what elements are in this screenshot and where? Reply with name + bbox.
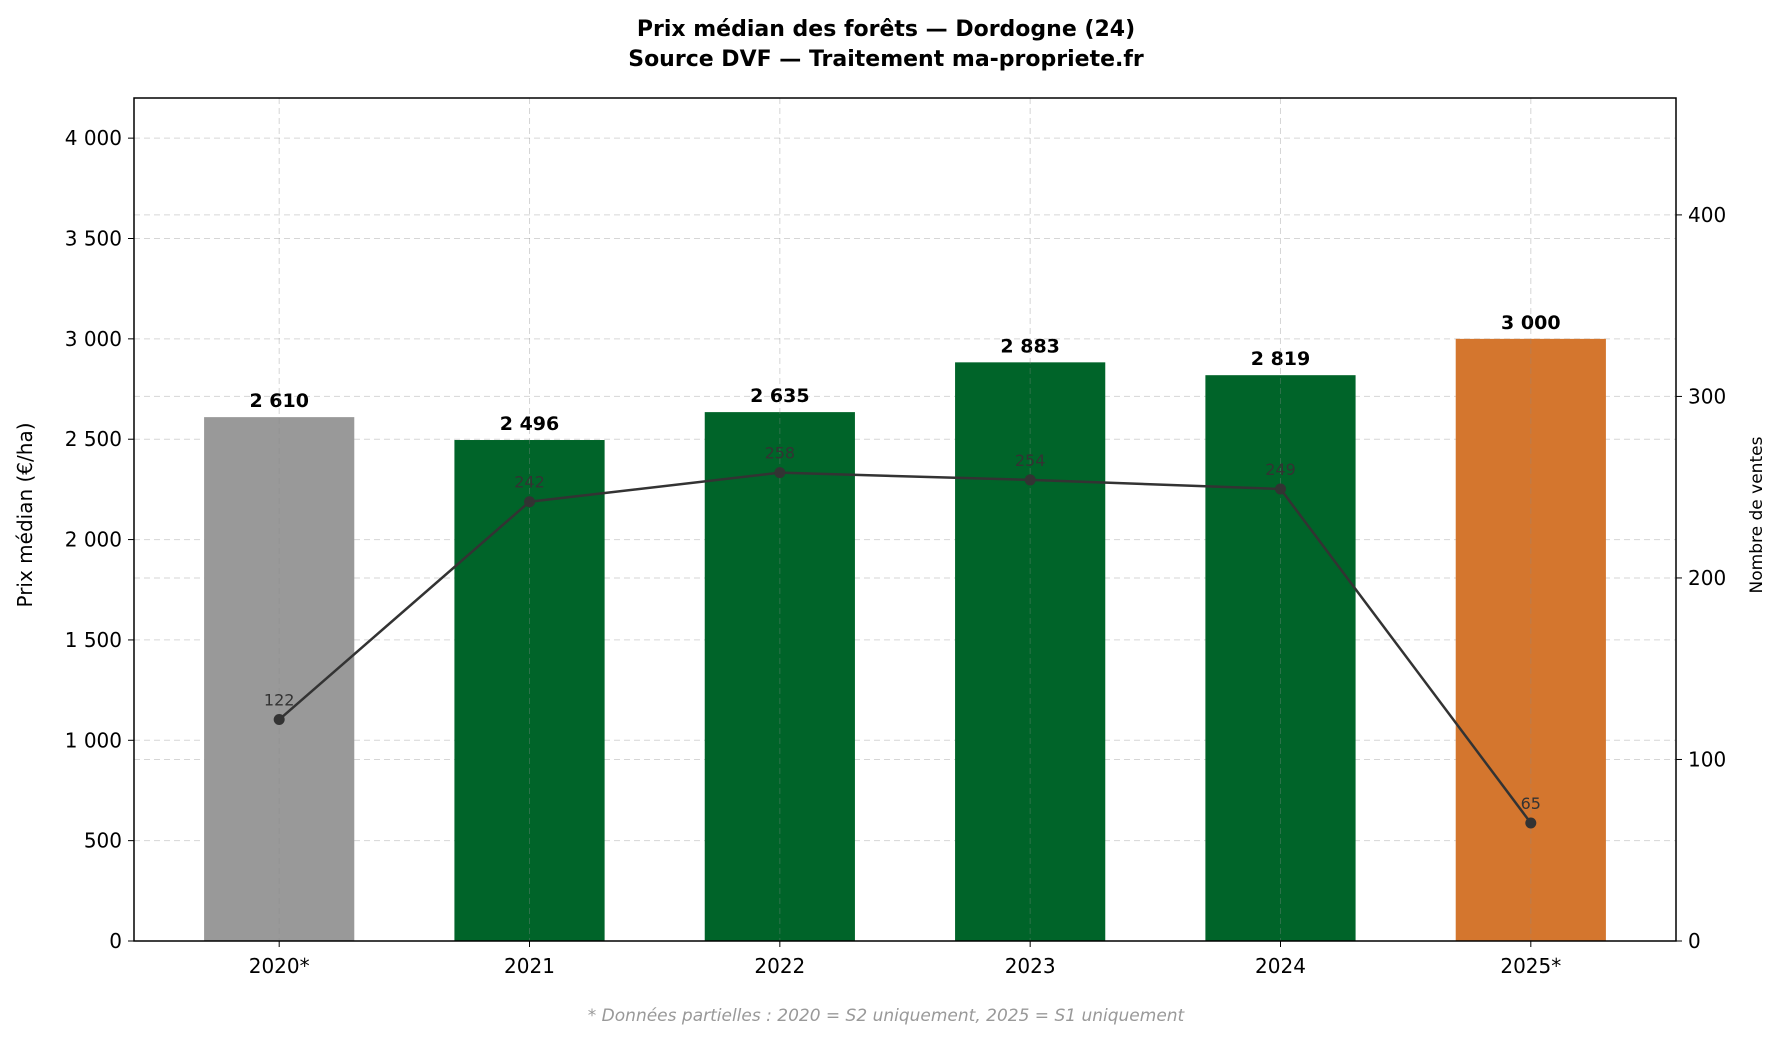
x-tick-label: 2023 — [1005, 954, 1056, 978]
sales-value-label: 242 — [514, 473, 545, 492]
y-right-tick-label: 0 — [1688, 929, 1701, 953]
plot-frame — [133, 97, 1677, 942]
sales-line-path — [278, 471, 1532, 824]
bar-2021 — [454, 440, 605, 941]
y-right-tick-label: 100 — [1688, 747, 1726, 771]
y-axis-right-label: Nombre de ventes — [1747, 436, 1767, 593]
y-tick-label: 1 500 — [65, 628, 122, 652]
bars: 2 610 2 496 2 635 2 883 2 819 3 000 — [204, 312, 1606, 942]
x-tick-label: 2025* — [1500, 954, 1561, 978]
bar-value-label: 2 610 — [249, 390, 309, 412]
bar-value-label: 2 883 — [1000, 335, 1060, 357]
y-axis-label: Prix médian (€/ha) — [13, 422, 37, 607]
x-tick-label: 2022 — [754, 954, 805, 978]
bar-2023 — [955, 362, 1106, 942]
sales-point — [1024, 474, 1036, 486]
y-tick-label: 1 000 — [65, 728, 122, 752]
y-tick-label: 4 000 — [65, 126, 122, 150]
grid — [134, 137, 1676, 942]
bar-2022 — [704, 412, 855, 941]
sales-value-label: 258 — [765, 444, 796, 463]
bar-2020* — [204, 417, 355, 941]
sales-value-label: 122 — [264, 691, 295, 710]
x-tick-label: 2020* — [249, 954, 310, 978]
bar-2025* — [1455, 338, 1606, 941]
bar-value-label: 2 819 — [1251, 348, 1311, 370]
sales-line: 122 242 258 254 249 65 — [264, 444, 1541, 829]
chart-subtitle: Source DVF — Traitement ma-propriete.fr — [628, 47, 1144, 72]
sales-value-label: 249 — [1265, 460, 1296, 479]
sales-point — [524, 496, 536, 508]
chart-title: Prix médian des forêts — Dordogne (24) — [637, 17, 1135, 42]
bar-2024 — [1205, 375, 1356, 942]
y-right-tick-label: 300 — [1688, 384, 1726, 408]
sales-point — [273, 714, 285, 726]
y-tick-label: 0 — [109, 929, 122, 953]
axes: 0 500 1 000 1 500 2 000 2 500 3 000 3 500 4 000 0… — [65, 97, 1726, 978]
footnote: * Données partielles : 2020 = S2 uniquem… — [588, 1006, 1186, 1026]
x-tick-label: 2021 — [504, 954, 555, 978]
sales-point — [1274, 483, 1286, 495]
bar-value-label: 2 496 — [500, 413, 560, 435]
sales-value-label: 65 — [1521, 794, 1541, 813]
y-tick-label: 2 500 — [65, 427, 122, 451]
vertical-grid — [278, 98, 1532, 941]
y-tick-label: 3 500 — [65, 227, 122, 251]
x-tick-label: 2024 — [1255, 954, 1306, 978]
y-tick-label: 500 — [84, 829, 122, 853]
y-tick-label: 3 000 — [65, 327, 122, 351]
bar-value-label: 3 000 — [1501, 312, 1561, 334]
sales-value-label: 254 — [1015, 451, 1046, 470]
sales-point — [774, 467, 786, 479]
bar-value-label: 2 635 — [750, 385, 810, 407]
sales-point — [1525, 817, 1537, 829]
y-tick-label: 2 000 — [65, 528, 122, 552]
y-right-tick-label: 200 — [1688, 566, 1726, 590]
y-right-tick-label: 400 — [1688, 203, 1726, 227]
